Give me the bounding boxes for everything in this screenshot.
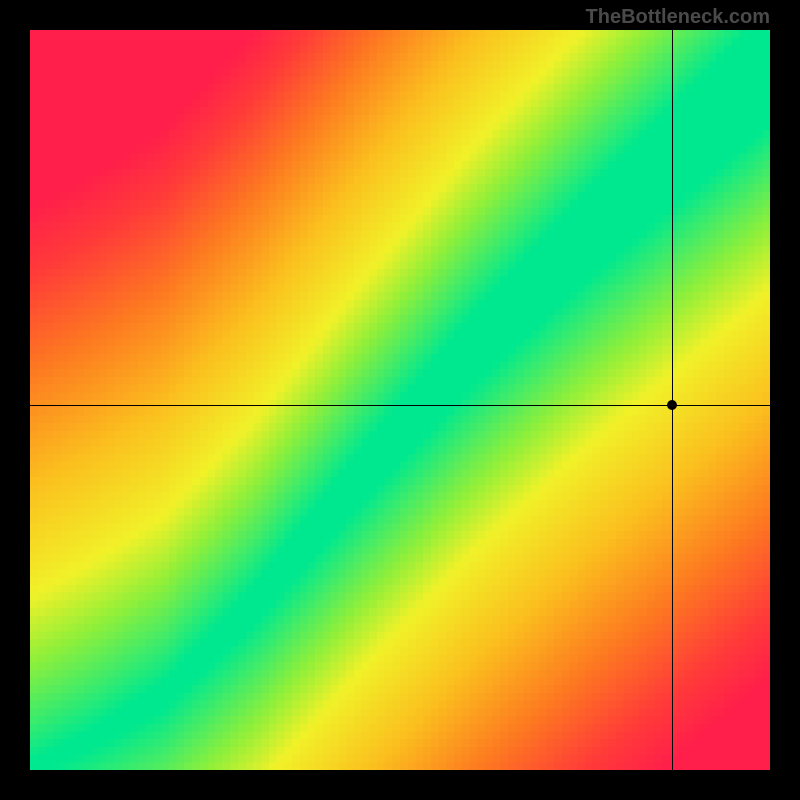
watermark-text: TheBottleneck.com	[586, 6, 770, 29]
bottleneck-heatmap	[30, 30, 770, 770]
crosshair-horizontal	[30, 405, 770, 406]
marker-dot	[667, 400, 677, 410]
heatmap-canvas	[30, 30, 770, 770]
